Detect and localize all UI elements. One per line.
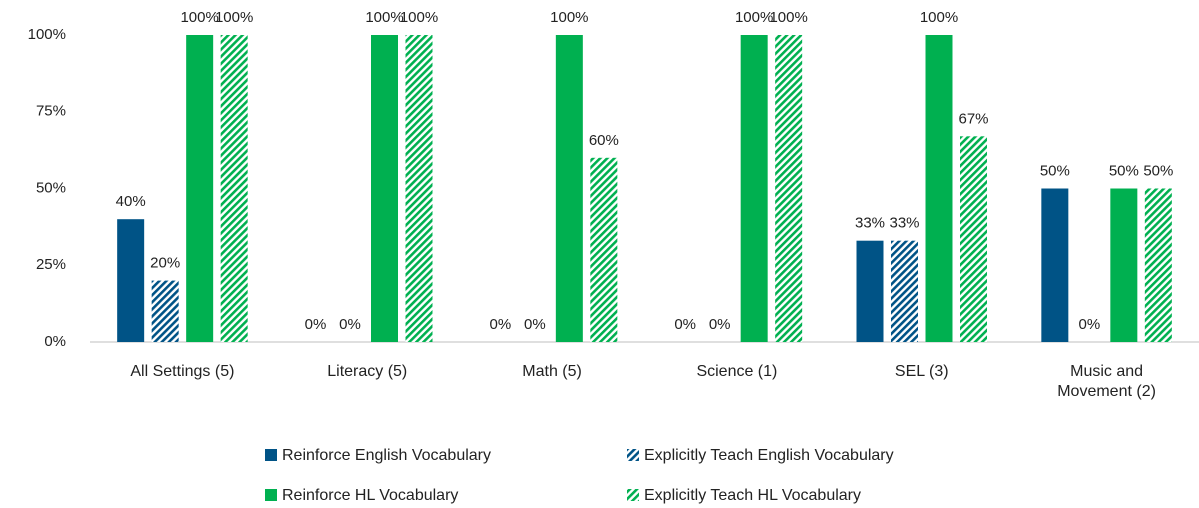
- data-label: 100%: [365, 9, 403, 26]
- data-label: 100%: [735, 9, 773, 26]
- data-label: 100%: [769, 9, 807, 26]
- x-tick-label: SEL (3): [894, 363, 949, 380]
- y-tick-label: 75%: [36, 103, 66, 120]
- bar: [960, 136, 987, 342]
- data-label: 100%: [180, 9, 218, 26]
- bar: [371, 35, 398, 342]
- bar: [891, 240, 918, 342]
- bar: [1110, 188, 1138, 342]
- bar: [555, 35, 583, 342]
- data-label: 40%: [116, 193, 146, 210]
- data-label: 50%: [1109, 162, 1139, 179]
- bar: [925, 35, 953, 342]
- x-tick-label: Literacy (5): [327, 363, 408, 380]
- legend-swatch: [627, 489, 639, 501]
- data-label: 100%: [920, 9, 958, 26]
- bar: [1041, 188, 1069, 342]
- legend-label: Reinforce HL Vocabulary: [282, 487, 458, 504]
- data-label: 0%: [339, 316, 361, 333]
- data-label: 50%: [1143, 162, 1173, 179]
- x-tick-label: All Settings (5): [130, 363, 235, 380]
- bar: [1144, 188, 1172, 342]
- legend-label: Explicitly Teach English Vocabulary: [644, 447, 894, 464]
- data-label: 0%: [524, 316, 546, 333]
- data-label: 50%: [1040, 162, 1070, 179]
- x-tick-label: Science (1): [696, 363, 778, 380]
- legend-swatch: [627, 449, 639, 461]
- y-tick-label: 100%: [28, 26, 66, 43]
- legend-swatch: [265, 449, 277, 461]
- bar: [186, 35, 214, 342]
- data-label: 100%: [550, 9, 588, 26]
- x-tick-label: Music and Movement (2): [1057, 363, 1156, 400]
- data-label: 20%: [150, 255, 180, 272]
- data-label: 0%: [489, 316, 511, 333]
- bar: [151, 280, 179, 342]
- legend-label: Explicitly Teach HL Vocabulary: [644, 487, 861, 504]
- data-label: 0%: [709, 316, 731, 333]
- bar: [117, 219, 145, 342]
- y-tick-label: 25%: [36, 256, 66, 273]
- data-label: 67%: [958, 110, 988, 127]
- y-tick-label: 0%: [44, 333, 66, 350]
- legend-swatch: [265, 489, 277, 501]
- data-label: 100%: [400, 9, 438, 26]
- x-tick-label: Math (5): [522, 363, 582, 380]
- bar: [590, 157, 618, 342]
- data-label: 0%: [674, 316, 696, 333]
- y-tick-label: 50%: [36, 179, 66, 196]
- legend-label: Reinforce English Vocabulary: [282, 447, 491, 464]
- bar: [220, 35, 248, 342]
- bar: [775, 35, 803, 342]
- data-label: 33%: [889, 215, 919, 232]
- bar: [405, 35, 433, 342]
- data-label: 100%: [215, 9, 253, 26]
- data-label: 0%: [305, 316, 327, 333]
- bar: [856, 240, 884, 342]
- data-label: 33%: [855, 215, 885, 232]
- bar: [740, 35, 768, 342]
- data-label: 0%: [1078, 316, 1100, 333]
- data-label: 60%: [589, 132, 619, 149]
